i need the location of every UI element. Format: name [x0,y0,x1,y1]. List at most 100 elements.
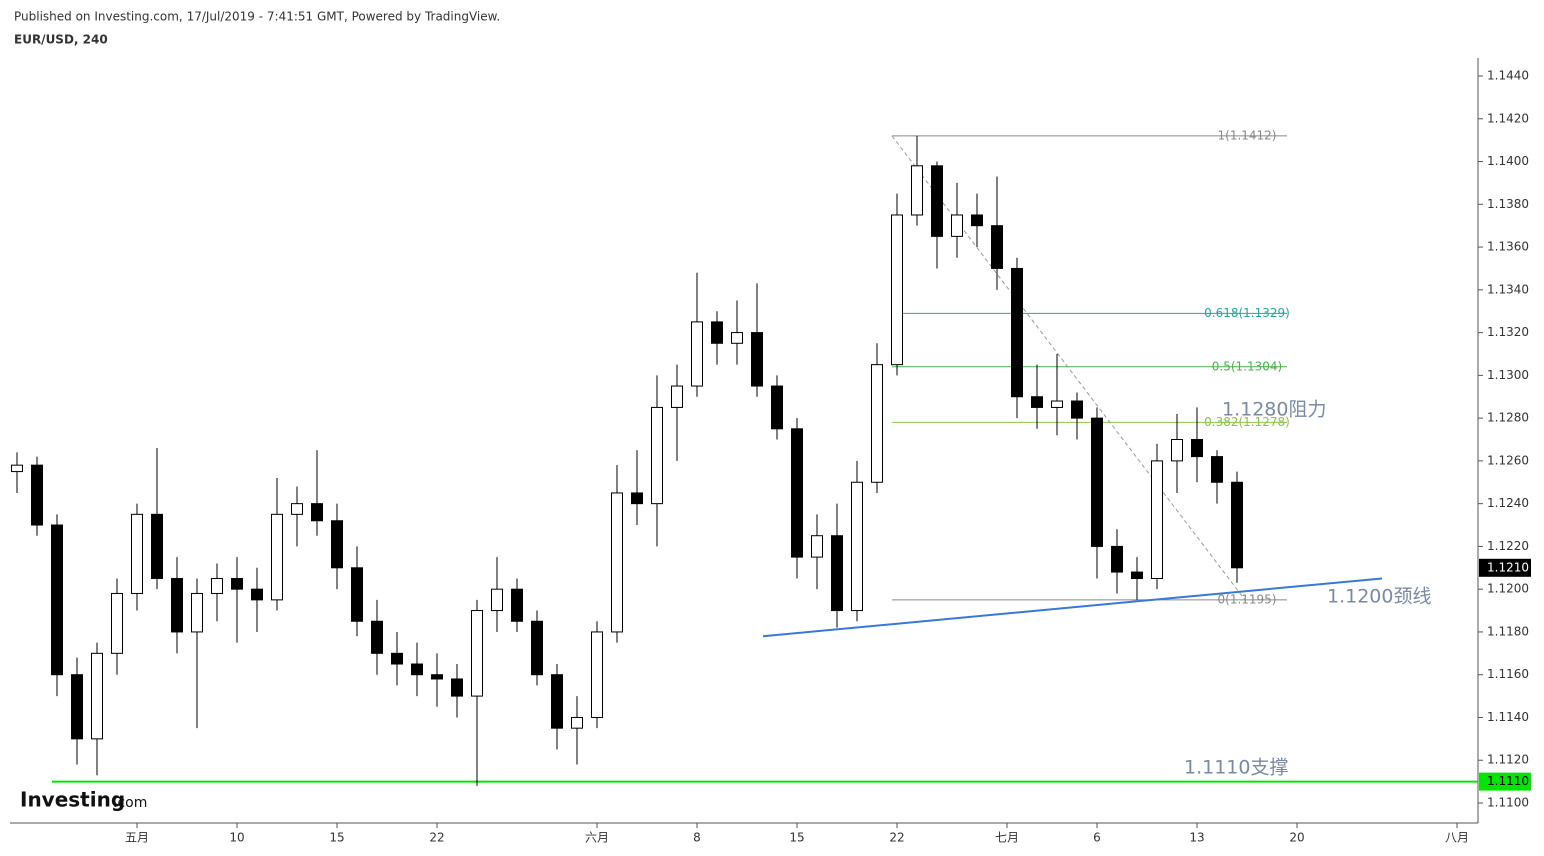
candle-body [471,610,483,697]
candle-body [1231,481,1243,569]
fib-label: 0.382(1.1278) [1204,415,1290,429]
candle-body [231,577,243,590]
candle-body [431,674,443,680]
candle-body [291,503,303,515]
x-tick-label: 22 [429,831,444,845]
x-tick-label: 8 [693,831,701,845]
neckline [762,577,1383,638]
candle-body [31,464,43,526]
annotation: 1.1110支撑 [1184,757,1288,779]
logo-suffix: .com [113,795,147,811]
candle-body [1011,267,1023,398]
candle-body [1191,439,1203,458]
candle-body [1171,439,1183,462]
x-tick-label: 15 [329,831,344,845]
candle-body [1211,456,1223,483]
candle-body [851,481,863,612]
fib-label: 0.618(1.1329) [1204,306,1290,320]
x-tick-label: 13 [1189,831,1204,845]
fib-trend [891,135,1246,601]
price-label: 1.1110 [1487,774,1529,788]
candle-body [531,620,543,676]
candle-body [191,592,203,633]
candle-body [991,225,1003,269]
y-tick-label: 1.1260 [1487,453,1529,467]
candle-body [351,567,363,622]
y-tick-label: 1.1240 [1487,496,1529,510]
y-tick-label: 1.1300 [1487,368,1529,382]
annotation: 1.1200颈线 [1327,586,1431,608]
candle-body [831,535,843,612]
x-tick-label: 15 [789,831,804,845]
annotation: 1.1280阻力 [1222,399,1326,421]
x-tick-label: 七月 [995,831,1019,845]
published: Published on Investing.com, 17/Jul/2019 … [14,10,500,24]
fib-label: 0(1.1195) [1218,592,1277,606]
candle-body [671,385,683,408]
candle-body [651,406,663,505]
x-tick-label: 22 [889,831,904,845]
candle-body [891,214,903,366]
candle-body [211,577,223,594]
candle-body [311,503,323,522]
candle-body [171,577,183,633]
y-tick-label: 1.1180 [1487,624,1529,638]
candle-body [591,631,603,718]
y-tick-label: 1.1220 [1487,539,1529,553]
y-tick-label: 1.1340 [1487,282,1529,296]
candle-body [51,524,63,676]
fib-label: 0.5(1.1304) [1212,359,1282,373]
y-tick-label: 1.1380 [1487,197,1529,211]
y-tick-label: 1.1320 [1487,325,1529,339]
candle-body [271,513,283,601]
candle-body [791,428,803,558]
candle-body [71,674,83,740]
symbol: EUR/USD, 240 [14,33,108,47]
candle-body [771,385,783,430]
candle-body [411,663,423,676]
y-tick-label: 1.1160 [1487,667,1529,681]
candle-body [931,165,943,237]
candle-body [871,364,883,483]
candle-body [111,592,123,654]
candle-body [491,588,503,612]
candle-body [551,674,563,729]
x-tick-label: 五月 [125,831,149,845]
y-tick-label: 1.1360 [1487,240,1529,254]
candle-body [911,165,923,216]
candle-body [611,492,623,633]
candle-body [131,513,143,594]
candle-body [151,513,163,579]
price-label-box [1479,772,1531,791]
candle-body [811,535,823,558]
candle-body [951,214,963,237]
x-tick-label: 八月 [1445,831,1469,845]
candle-body [571,716,583,729]
y-tick-label: 1.1200 [1487,582,1529,596]
candle-body [331,520,343,569]
y-tick-label: 1.1100 [1487,796,1529,810]
y-tick-label: 1.1140 [1487,710,1529,724]
candle-body [731,332,743,344]
candle-body [11,464,23,473]
candle-body [451,678,463,697]
candle-body [91,652,103,740]
price-label-box [1479,558,1531,577]
candle-body [691,321,703,387]
y-tick-label: 1.1120 [1487,753,1529,767]
y-tick-label: 1.1280 [1487,411,1529,425]
price-label: 1.1210 [1487,560,1529,574]
x-tick-label: 20 [1289,831,1304,845]
candle-body [1151,460,1163,579]
candle-body [1131,571,1143,579]
x-tick-label: 六月 [585,831,609,845]
candle-body [751,332,763,387]
y-tick-label: 1.1400 [1487,154,1529,168]
candle-body [1111,545,1123,573]
candle-body [1071,400,1083,419]
candle-body [391,652,403,665]
candle-body [371,620,383,654]
fib-label: 1(1.1412) [1218,128,1277,142]
x-tick-label: 6 [1093,831,1101,845]
